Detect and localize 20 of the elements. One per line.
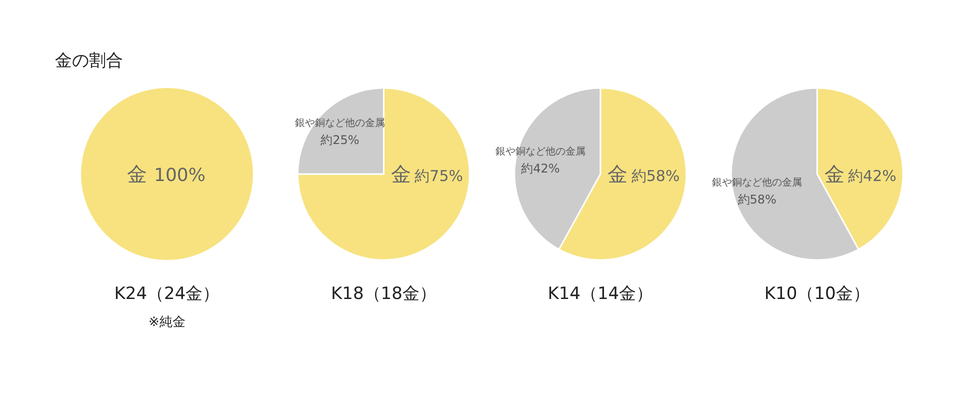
data-label: 約58% [738, 192, 776, 206]
text: K24（24金） [114, 284, 220, 304]
data-label: 約42% [521, 162, 560, 176]
chart-title: 金の割合 [55, 51, 123, 71]
slice-label: 金 [824, 162, 844, 186]
slice-label: 金 [608, 162, 628, 186]
text: K14（14金） [548, 284, 654, 304]
data-label: 約25% [320, 133, 360, 148]
slice-label: 銀や銅など他の金属 [712, 176, 802, 188]
text: ※純金 [148, 315, 186, 330]
slice-label: 銀や銅など他の金属 [495, 146, 586, 158]
slice-label: 銀や銅など他の金属 [294, 117, 385, 130]
text: K10（10金） [764, 284, 870, 304]
data-label: 約42% [848, 167, 896, 185]
slice-label: 金 [390, 162, 411, 186]
text: K18（18金） [330, 284, 436, 304]
slice-label: 金 [127, 162, 147, 186]
data-label: 100% [154, 165, 206, 186]
data-label: 約58% [631, 167, 680, 185]
data-label: 約75% [414, 167, 464, 185]
